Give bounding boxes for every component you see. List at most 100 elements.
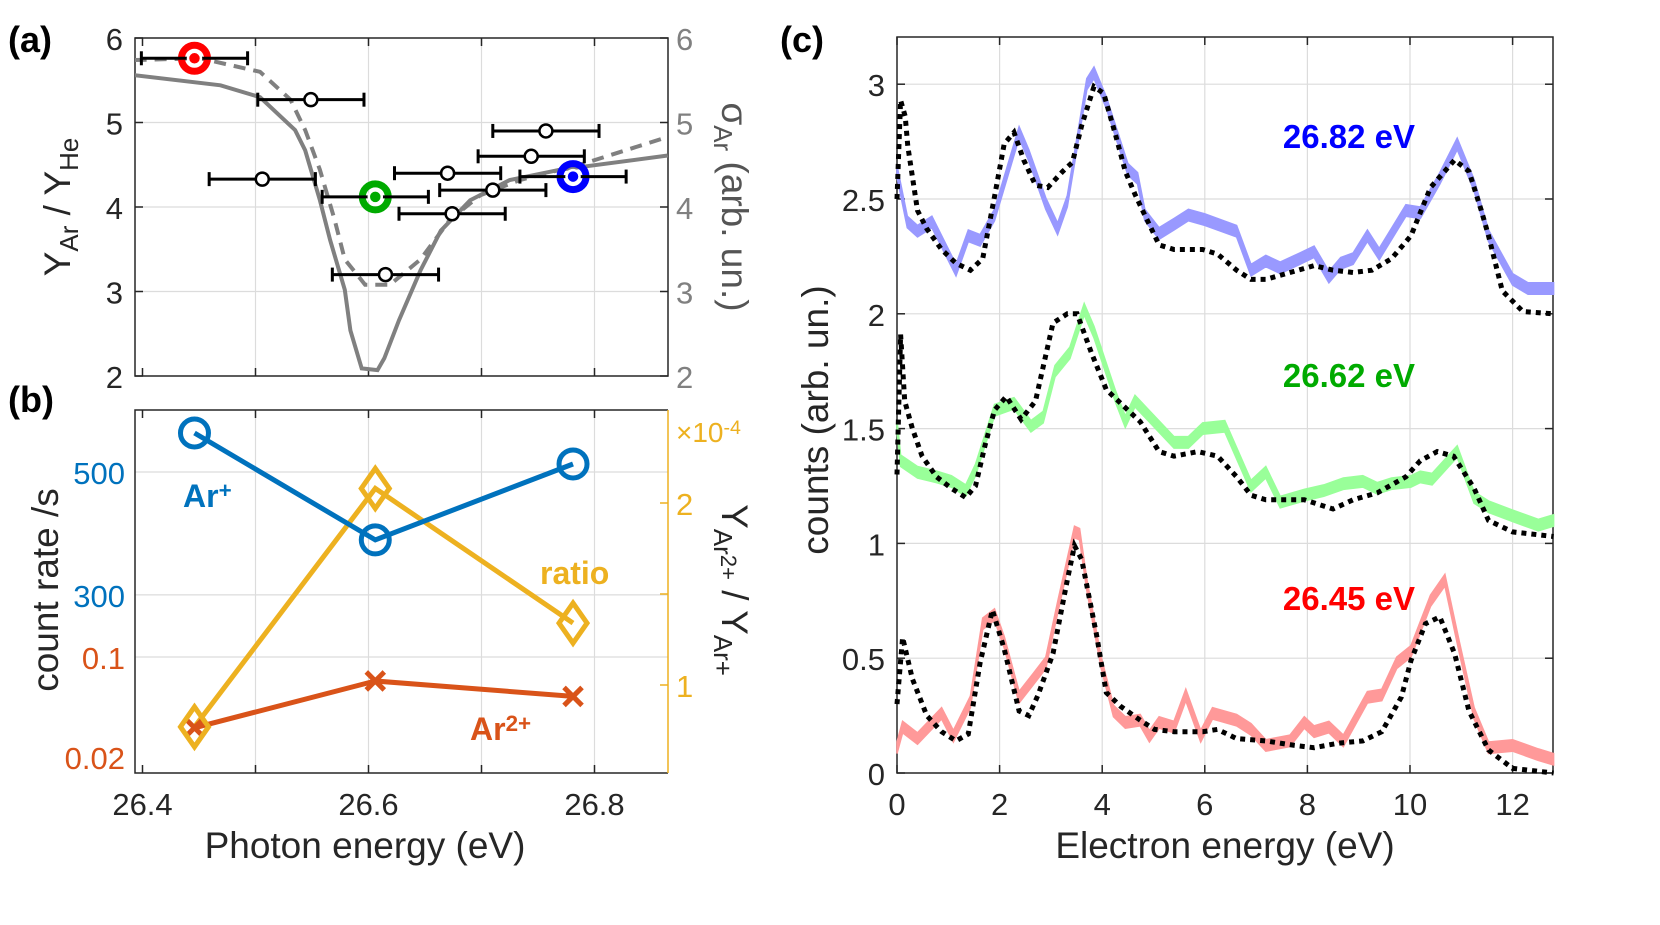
marker-circle xyxy=(523,148,539,165)
y-axis-label-a-part: Y xyxy=(37,252,78,277)
ar-plus-label: Ar+ xyxy=(183,478,232,514)
ar-2plus-label-part: 2+ xyxy=(506,711,532,736)
y-tick-label-a: 4 xyxy=(106,191,123,226)
ratio-marker xyxy=(555,598,591,648)
data-point xyxy=(397,206,507,222)
x-tick-label-c: 4 xyxy=(1094,787,1111,822)
ar-plus-marker xyxy=(556,447,590,481)
model-curve-dashed xyxy=(135,56,668,287)
y2-multiplier-label: ×10-4 xyxy=(676,417,741,448)
data-point xyxy=(330,266,441,283)
y2-tick-label-b: 2 xyxy=(676,487,693,522)
model-curve-solid xyxy=(135,73,668,373)
x-tick-label-b: 26.6 xyxy=(338,787,398,822)
marker-circle xyxy=(254,171,271,187)
ratio-label: ratio xyxy=(540,555,609,591)
marker-circle xyxy=(303,91,319,108)
y-tick-label-c: 2 xyxy=(868,298,885,333)
y-axis-label-a-part: Ar xyxy=(56,225,84,251)
ar-plus-marker xyxy=(177,416,211,450)
data-point xyxy=(518,160,628,194)
y2-tick-label-a: 5 xyxy=(676,107,693,142)
x-tick-label-c: 0 xyxy=(888,787,905,822)
data-point xyxy=(207,171,317,187)
ar-plus-label-part: + xyxy=(219,478,232,503)
y-tick-label-c: 3 xyxy=(868,68,885,103)
x-tick-label-b: 26.8 xyxy=(564,787,624,822)
y2-tick-label-a: 4 xyxy=(676,191,693,226)
data-point xyxy=(256,91,366,108)
y-tick-label-c: 0 xyxy=(868,757,885,792)
ar-2plus-marker xyxy=(183,716,206,739)
ar-plus-line xyxy=(193,430,574,543)
data-point xyxy=(139,41,250,75)
y2-tick-label-b: 1 xyxy=(676,669,693,704)
y2-axis-label-a-part: Ar xyxy=(708,125,736,151)
y2-axis-label-a-part: (arb. un.) xyxy=(714,151,755,311)
y2-tick-label-a: 2 xyxy=(676,360,693,395)
x-tick-label-c: 12 xyxy=(1495,787,1529,822)
y-tick-label-a: 3 xyxy=(106,276,123,311)
series-label-green: 26.62 eV xyxy=(1283,357,1415,394)
marker-circle xyxy=(444,206,460,222)
y2-axis-label-b-part: Ar+ xyxy=(708,635,736,676)
x-tick-label-b: 26.4 xyxy=(112,787,172,822)
y-tick-label-c: 1 xyxy=(868,527,885,562)
x-tick-label-c: 6 xyxy=(1196,787,1213,822)
y-tick-label-a: 2 xyxy=(106,360,123,395)
panel-c-chart: 0 2 4 6 8 10 12 0 0.5 1 1.5 2 2.5 3 counts (arb. un.) E… xyxy=(795,36,1555,866)
y-axis-label-c: counts (arb. un.) xyxy=(795,285,836,554)
axes-box-b xyxy=(134,409,668,774)
data-point xyxy=(476,148,586,165)
y-tick-label-a: 5 xyxy=(106,107,123,142)
y2-tick-label-a: 6 xyxy=(676,22,693,57)
model-dotted-line-red xyxy=(894,538,1554,776)
data-point xyxy=(491,123,601,139)
y-axis-label-b: count rate /s xyxy=(25,488,66,692)
x-axis-label-c: Electron energy (eV) xyxy=(1055,825,1394,866)
y-tick-label-c: 1.5 xyxy=(842,413,885,448)
y2-axis-label-b-part: 2+ xyxy=(716,555,741,580)
data-point xyxy=(392,165,503,181)
measured-band-red xyxy=(896,525,1555,767)
ratio-marker xyxy=(358,464,393,513)
ar-2plus-marker xyxy=(364,670,387,692)
y-tick-label-ar-plus: 500 xyxy=(73,456,125,491)
y-tick-label-a: 6 xyxy=(106,22,123,57)
y-tick-label-ar-2plus: 0.02 xyxy=(65,741,125,776)
y-tick-label-c: 2.5 xyxy=(842,183,885,218)
y2-axis-label-a: σAr (arb. un.) xyxy=(708,102,755,311)
marker-circle xyxy=(377,266,394,283)
y2-axis-label-a-part: σ xyxy=(714,102,755,125)
y-axis-label-a-part: / Y xyxy=(37,171,78,226)
x-tick-label-c: 10 xyxy=(1393,787,1427,822)
ar-2plus-label: Ar2+ xyxy=(470,711,531,747)
y2-axis-label-b-part: / Y xyxy=(714,580,755,635)
measured-band-blue xyxy=(896,65,1555,296)
model-dotted-line-blue xyxy=(894,82,1554,317)
marker-circle xyxy=(565,168,581,185)
y2-multiplier-label-part: ×10 xyxy=(676,417,724,448)
series-label-blue: 26.82 eV xyxy=(1283,118,1415,155)
panel-b-chart: 26.4 26.6 26.8 500 300 0.1 0.02 1 2 ×10-4 count ra… xyxy=(25,409,755,866)
marker-circle xyxy=(186,50,203,67)
y-tick-label-ar-2plus: 0.1 xyxy=(82,641,125,676)
ar-plus-marker xyxy=(358,523,392,557)
ar-2plus-marker xyxy=(562,685,584,708)
ratio-marker xyxy=(177,702,212,752)
x-tick-label-c: 2 xyxy=(991,787,1008,822)
x-axis-label-b: Photon energy (eV) xyxy=(205,825,526,866)
ratio-line xyxy=(192,484,575,729)
marker-circle xyxy=(439,165,456,181)
marker-circle xyxy=(485,182,501,198)
panel-label-b: (b) xyxy=(8,379,54,420)
ar-2plus-label-part: Ar xyxy=(470,711,506,747)
y-tick-label-ar-plus: 300 xyxy=(73,579,125,614)
y2-axis-label-b-part: Ar xyxy=(708,529,736,555)
series-label-red: 26.45 eV xyxy=(1283,580,1415,617)
panel-label-a: (a) xyxy=(8,19,52,60)
data-point xyxy=(320,180,430,214)
y2-tick-label-a: 3 xyxy=(676,276,693,311)
